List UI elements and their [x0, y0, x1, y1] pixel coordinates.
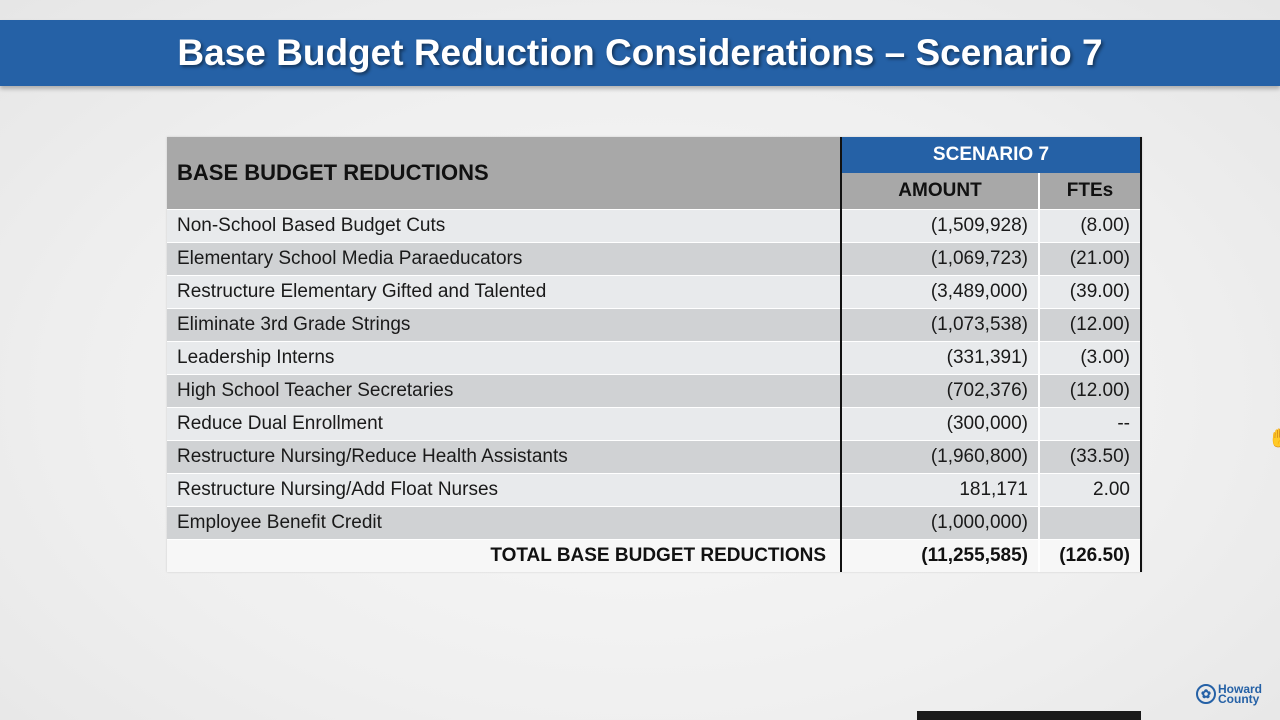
- row-fte: (12.00): [1039, 308, 1142, 342]
- row-fte: (12.00): [1039, 374, 1142, 408]
- row-label: High School Teacher Secretaries: [167, 374, 842, 408]
- row-amount: (1,069,723): [841, 242, 1040, 276]
- row-label: Restructure Elementary Gifted and Talent…: [167, 275, 842, 309]
- total-fte: (126.50): [1039, 539, 1142, 572]
- row-amount: (1,073,538): [841, 308, 1040, 342]
- row-amount: (3,489,000): [841, 275, 1040, 309]
- row-fte: (33.50): [1039, 440, 1142, 474]
- row-fte: [1039, 506, 1142, 540]
- hand-cursor-icon: ✋: [1268, 428, 1280, 448]
- total-row: TOTAL BASE BUDGET REDUCTIONS (11,255,585…: [167, 539, 1142, 572]
- row-amount: (1,960,800): [841, 440, 1040, 474]
- row-amount: 181,171: [841, 473, 1040, 507]
- header-ftes: FTEs: [1039, 173, 1142, 210]
- row-amount: (1,509,928): [841, 209, 1040, 243]
- row-label: Non-School Based Budget Cuts: [167, 209, 842, 243]
- row-amount: (702,376): [841, 374, 1040, 408]
- howard-county-logo: ✿ Howard County: [1196, 682, 1263, 706]
- row-fte: --: [1039, 407, 1142, 441]
- row-amount: (300,000): [841, 407, 1040, 441]
- table-row: Restructure Elementary Gifted and Talent…: [167, 275, 1142, 309]
- row-fte: (21.00): [1039, 242, 1142, 276]
- header-scenario: SCENARIO 7: [841, 137, 1142, 173]
- total-label: TOTAL BASE BUDGET REDUCTIONS: [167, 539, 842, 572]
- table-row: High School Teacher Secretaries (702,376…: [167, 374, 1142, 408]
- table-row: Elementary School Media Paraeducators (1…: [167, 242, 1142, 276]
- header-amount: AMOUNT: [841, 173, 1040, 210]
- table-row: Reduce Dual Enrollment (300,000) --: [167, 407, 1142, 441]
- page-title: Base Budget Reduction Considerations – S…: [177, 32, 1103, 73]
- header-base-budget-reductions: BASE BUDGET REDUCTIONS: [167, 137, 842, 210]
- row-fte: (3.00): [1039, 341, 1142, 375]
- row-amount: (331,391): [841, 341, 1040, 375]
- row-label: Restructure Nursing/Add Float Nurses: [167, 473, 842, 507]
- total-amount: (11,255,585): [841, 539, 1040, 572]
- title-bar: Base Budget Reduction Considerations – S…: [0, 20, 1280, 86]
- logo-line1: Howard: [1218, 682, 1263, 696]
- logo-line2: County: [1218, 692, 1260, 706]
- table-row: Restructure Nursing/Reduce Health Assist…: [167, 440, 1142, 474]
- row-label: Leadership Interns: [167, 341, 842, 375]
- logo-text: Howard County: [1218, 682, 1263, 706]
- table-row: Eliminate 3rd Grade Strings (1,073,538) …: [167, 308, 1142, 342]
- bottom-bar: [917, 711, 1141, 720]
- row-label: Restructure Nursing/Reduce Health Assist…: [167, 440, 842, 474]
- table-row: Employee Benefit Credit (1,000,000): [167, 506, 1142, 540]
- row-fte: (39.00): [1039, 275, 1142, 309]
- budget-table: BASE BUDGET REDUCTIONS SCENARIO 7 AMOUNT…: [167, 137, 1142, 572]
- logo-mark-icon: ✿: [1196, 684, 1216, 704]
- row-label: Employee Benefit Credit: [167, 506, 842, 540]
- row-label: Reduce Dual Enrollment: [167, 407, 842, 441]
- row-label: Elementary School Media Paraeducators: [167, 242, 842, 276]
- table-row: Restructure Nursing/Add Float Nurses 181…: [167, 473, 1142, 507]
- table-row: Leadership Interns (331,391) (3.00): [167, 341, 1142, 375]
- row-fte: (8.00): [1039, 209, 1142, 243]
- table-row: Non-School Based Budget Cuts (1,509,928)…: [167, 209, 1142, 243]
- row-fte: 2.00: [1039, 473, 1142, 507]
- row-label: Eliminate 3rd Grade Strings: [167, 308, 842, 342]
- row-amount: (1,000,000): [841, 506, 1040, 540]
